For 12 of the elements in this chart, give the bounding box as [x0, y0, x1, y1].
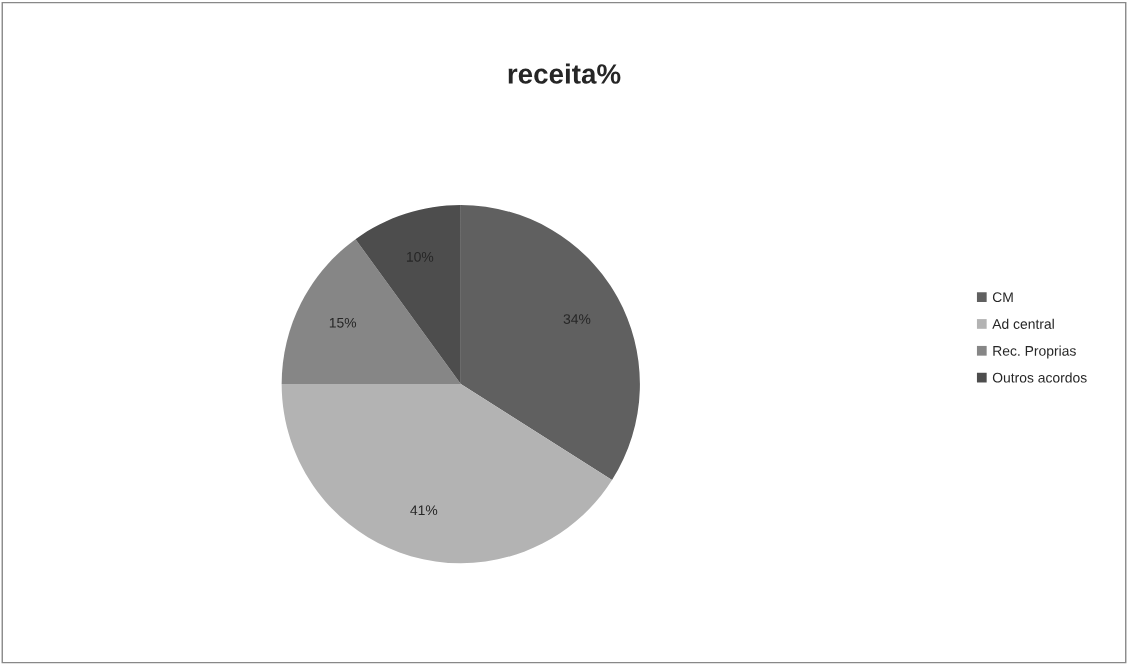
- pie-slice: [281, 239, 461, 385]
- pie-slice: [281, 384, 613, 564]
- data-label: 15%: [329, 317, 357, 328]
- pie-slice: [460, 205, 640, 481]
- legend-label: CM: [992, 292, 1013, 303]
- pie-slice: [355, 205, 461, 385]
- chart-title: receita%: [508, 63, 621, 84]
- data-label: 34%: [563, 314, 591, 324]
- data-label: 41%: [410, 505, 438, 516]
- legend-label: Ad central: [992, 318, 1054, 329]
- legend-label: Outros acordos: [992, 372, 1087, 383]
- legend-label: Rec. Proprias: [993, 345, 1076, 359]
